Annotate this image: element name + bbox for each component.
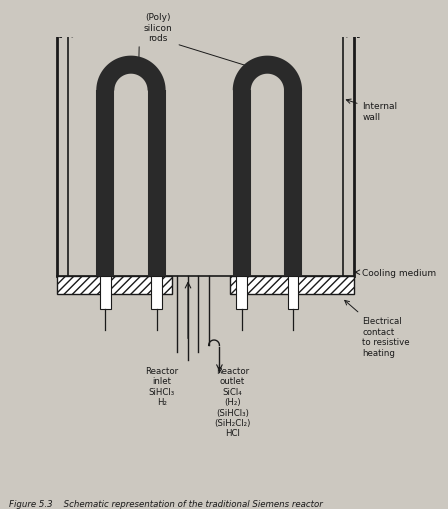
Text: Figure 5.3    Schematic representation of the traditional Siemens reactor: Figure 5.3 Schematic representation of t… xyxy=(9,499,323,508)
Text: Electrical
contact
to resistive
heating: Electrical contact to resistive heating xyxy=(345,301,410,357)
Text: External
envelope: External envelope xyxy=(0,508,1,509)
Text: Internal
wall: Internal wall xyxy=(346,100,398,122)
Bar xyxy=(56,277,172,294)
Text: Cooling medium: Cooling medium xyxy=(0,508,1,509)
Text: Reactor
inlet
SiHCl₃
H₂: Reactor inlet SiHCl₃ H₂ xyxy=(146,366,178,407)
Bar xyxy=(230,277,354,294)
Text: (Poly)
silicon
rods: (Poly) silicon rods xyxy=(143,13,172,43)
Text: Cooling medium: Cooling medium xyxy=(355,268,437,277)
Bar xyxy=(288,277,298,310)
Bar xyxy=(237,277,247,310)
Bar xyxy=(100,277,111,310)
Bar xyxy=(151,277,162,310)
Text: Reactor
outlet
SiCl₄
(H₂)
(SiHCl₃)
(SiH₂Cl₂)
HCl: Reactor outlet SiCl₄ (H₂) (SiHCl₃) (SiH₂… xyxy=(214,366,250,438)
